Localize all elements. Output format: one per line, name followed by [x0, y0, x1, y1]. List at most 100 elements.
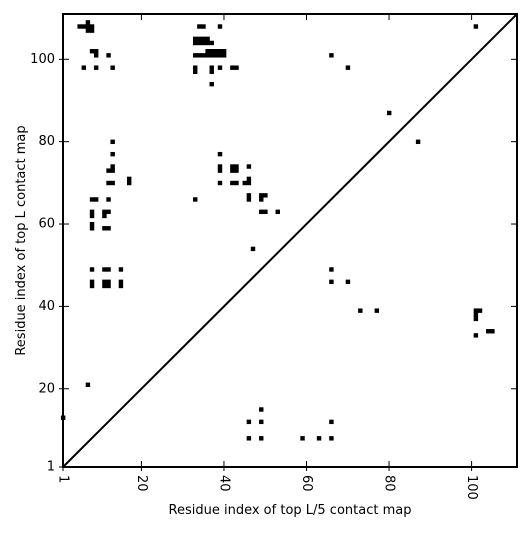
contact-point — [110, 65, 115, 70]
contact-point — [110, 168, 115, 173]
points-layer — [60, 20, 495, 441]
contact-point — [102, 283, 107, 289]
contact-point — [477, 308, 483, 313]
contact-point — [89, 24, 95, 29]
contact-point — [259, 197, 264, 202]
contact-point — [250, 246, 256, 252]
contact-point — [85, 20, 91, 25]
contact-point — [93, 53, 99, 58]
contact-point — [473, 316, 479, 322]
contact-point — [329, 419, 334, 425]
contact-point — [246, 164, 252, 169]
y-tick-label: 40 — [38, 299, 55, 314]
contact-point — [81, 24, 86, 29]
contact-point — [201, 53, 206, 58]
contact-point — [275, 209, 280, 215]
contact-point — [246, 180, 252, 186]
y-tick-label: 80 — [38, 134, 55, 149]
contact-point — [259, 193, 264, 198]
contact-point — [89, 267, 95, 272]
contact-point — [85, 382, 91, 387]
y-tick-label: 20 — [38, 381, 55, 396]
contact-point — [217, 151, 223, 157]
contact-point — [217, 164, 223, 169]
contact-point — [329, 267, 334, 272]
contact-point — [205, 49, 210, 54]
contact-point — [197, 40, 202, 46]
contact-point — [259, 407, 264, 412]
contact-point — [263, 209, 268, 215]
contact-point — [209, 65, 214, 70]
contact-point — [106, 226, 111, 231]
contact-point — [201, 36, 206, 42]
contact-point — [217, 53, 223, 58]
contact-point — [77, 24, 82, 29]
contact-point — [230, 168, 235, 173]
contact-point — [490, 329, 495, 334]
contact-point — [209, 40, 214, 46]
contact-point — [234, 168, 239, 173]
contact-point — [102, 279, 107, 285]
contact-point — [205, 40, 210, 46]
x-tick-label: 80 — [382, 475, 397, 492]
contact-point — [89, 213, 95, 219]
contact-point — [85, 24, 91, 29]
contact-point — [89, 28, 95, 33]
contact-point — [415, 139, 421, 145]
contact-point — [89, 209, 95, 215]
diagonal-line — [62, 13, 518, 468]
contact-point — [106, 279, 111, 285]
contact-point — [106, 168, 111, 173]
contact-point — [81, 65, 86, 70]
contact-point — [259, 209, 264, 215]
contact-point — [93, 197, 99, 202]
contact-point — [217, 168, 223, 173]
contact-point — [246, 176, 252, 182]
contact-point — [374, 308, 380, 313]
contact-point — [386, 110, 392, 116]
contact-point — [102, 213, 107, 219]
contact-point — [209, 53, 214, 58]
contact-point — [217, 49, 223, 54]
contact-point — [242, 180, 247, 186]
contact-point — [329, 53, 334, 58]
contact-point — [126, 176, 132, 182]
x-tick-label: 60 — [299, 475, 314, 492]
contact-point — [246, 193, 252, 198]
contact-point — [118, 283, 124, 289]
contact-point — [126, 180, 132, 186]
contact-point — [102, 226, 107, 231]
x-tick-label: 1 — [56, 475, 71, 483]
contact-point — [197, 24, 202, 29]
contact-point — [110, 180, 115, 186]
x-tick-label: 100 — [464, 475, 479, 500]
contact-point — [89, 283, 95, 289]
contact-point — [89, 221, 95, 227]
contact-point — [89, 279, 95, 285]
x-axis-label: Residue index of top L/5 contact map — [169, 503, 412, 518]
contact-point — [259, 436, 264, 441]
contact-point — [473, 24, 479, 29]
contact-point — [89, 226, 95, 231]
contact-point — [106, 209, 111, 215]
contact-point — [213, 49, 219, 54]
contact-point — [246, 419, 252, 425]
x-tick-label: 20 — [134, 475, 149, 492]
contact-point — [473, 312, 479, 317]
contact-point — [213, 53, 219, 58]
y-axis-label: Residue index of top L contact map — [14, 125, 29, 355]
contact-point — [193, 65, 198, 70]
x-tick-label: 40 — [216, 475, 231, 492]
contact-point — [329, 279, 334, 285]
contact-point — [217, 65, 223, 70]
contact-point — [473, 308, 479, 313]
contact-point — [193, 197, 198, 202]
contact-point — [329, 436, 334, 441]
contact-point — [93, 65, 99, 70]
contact-point — [345, 65, 351, 70]
contact-point — [234, 164, 239, 169]
contact-point — [106, 53, 111, 58]
contact-point — [300, 436, 305, 441]
contact-point — [201, 40, 206, 46]
